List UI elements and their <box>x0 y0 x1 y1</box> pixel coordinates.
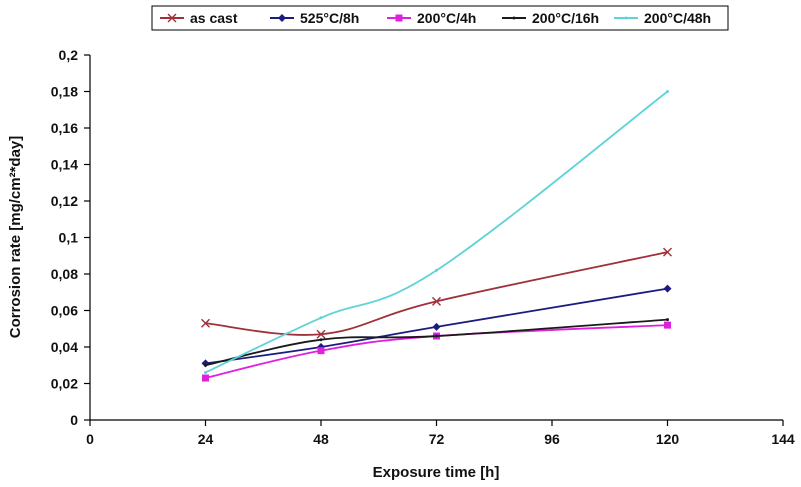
legend-marker <box>167 13 177 23</box>
series-1-line <box>205 251 668 336</box>
axes: 0 24 48 72 96 120 144 0 0,02 0,04 0,06 0,08 0,1 0,12… <box>51 47 795 447</box>
series-3-point <box>317 347 325 355</box>
y-tick-label: 0,1 <box>59 230 79 246</box>
series-layer <box>201 90 672 382</box>
series-2-point <box>432 322 441 331</box>
series-2 <box>201 284 672 368</box>
legend-marker <box>512 16 516 20</box>
y-tick-label: 0,08 <box>51 266 78 282</box>
y-axis-title: Corrosion rate [mg/cm²*day] <box>7 136 24 339</box>
series-5-point <box>666 90 669 93</box>
y-tick-label: 0,14 <box>51 157 78 173</box>
series-4-point <box>666 318 669 322</box>
legend-marker <box>395 14 403 22</box>
series-4-point <box>435 334 438 338</box>
y-tick-label: 0,18 <box>51 84 78 100</box>
y-tick-label: 0,06 <box>51 303 78 319</box>
legend-label: 200°C/4h <box>417 10 476 26</box>
series-1 <box>201 247 672 339</box>
series-3-point <box>202 374 209 382</box>
y-tick-label: 0,02 <box>51 376 78 392</box>
series-5-line <box>205 90 669 374</box>
series-5-point <box>435 268 438 272</box>
series-1-point <box>316 329 326 339</box>
series-5-point <box>319 316 323 320</box>
legend-label: 200°C/48h <box>644 10 711 26</box>
series-5 <box>204 90 669 375</box>
x-tick-label: 72 <box>429 431 445 447</box>
series-5-point <box>204 371 207 375</box>
series-4-line <box>205 318 668 367</box>
series-4-point <box>204 363 207 367</box>
legend-marker <box>278 14 286 22</box>
y-tick-label: 0,2 <box>59 47 79 63</box>
series-4 <box>204 318 669 367</box>
legend-label: 525°C/8h <box>300 10 359 26</box>
legend: as cast 525°C/8h 200°C/4h 200°C/16h 200°C/48… <box>151 5 729 31</box>
y-tick-label: 0,12 <box>51 193 78 209</box>
x-tick-label: 120 <box>656 431 680 447</box>
y-tick-label: 0,04 <box>51 339 78 355</box>
y-tick-label: 0 <box>70 412 78 428</box>
series-1-point <box>201 318 210 328</box>
series-2-point <box>663 284 672 293</box>
x-tick-label: 48 <box>313 431 329 447</box>
legend-item: 200°C/48h <box>614 10 711 26</box>
series-2-line <box>205 287 668 365</box>
x-tick-label: 144 <box>771 431 795 447</box>
series-4-point <box>319 338 323 342</box>
series-3-line <box>205 324 668 379</box>
legend-label: as cast <box>190 10 238 26</box>
y-tick-label: 0,16 <box>51 120 78 136</box>
legend-label: 200°C/16h <box>532 10 599 26</box>
legend-marker <box>624 16 628 20</box>
x-tick-label: 0 <box>86 431 94 447</box>
legend-item: 200°C/16h <box>502 10 599 26</box>
x-tick-label: 24 <box>198 431 214 447</box>
legend-item: as cast <box>160 10 238 26</box>
x-tick-label: 96 <box>544 431 560 447</box>
series-1-point <box>663 247 672 257</box>
legend-item: 525°C/8h <box>270 10 359 26</box>
x-axis-title: Exposure time [h] <box>373 464 500 481</box>
series-3-point <box>664 321 671 329</box>
series-1-point <box>432 296 441 306</box>
legend-item: 200°C/4h <box>387 10 476 26</box>
